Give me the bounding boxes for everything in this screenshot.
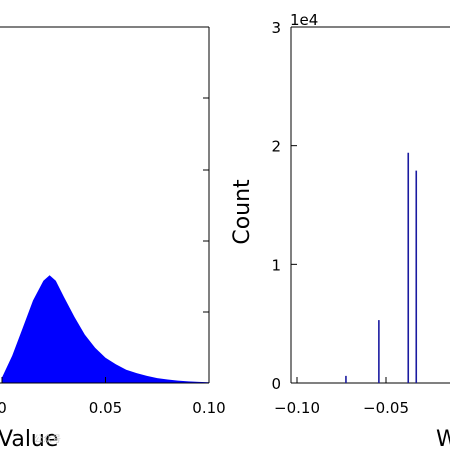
right-y-axis-label: Count bbox=[230, 179, 255, 245]
right-y-tick-label: 2 bbox=[271, 138, 281, 156]
right-histogram-panel: 0 1 2 3 −0.10 −0.05 1e4 Count W bbox=[230, 11, 450, 452]
left-x-tick-label: 0.10 bbox=[192, 399, 225, 417]
right-x-tick-label: −0.10 bbox=[274, 399, 320, 417]
left-x-axis-ticks: 0 0.05 0.10 bbox=[0, 377, 226, 417]
watermark: 公众号 bbox=[34, 434, 61, 445]
left-x-tick-label: 0 bbox=[0, 399, 7, 417]
right-x-tick-label: −0.05 bbox=[363, 399, 409, 417]
left-x-axis-label: Value bbox=[0, 427, 58, 452]
value-distribution-area bbox=[2, 275, 209, 383]
left-histogram-panel: 0 0.05 0.10 Value 公众号 bbox=[0, 26, 226, 452]
right-x-axis-label: W bbox=[436, 427, 450, 452]
left-x-tick-label: 0.05 bbox=[89, 399, 122, 417]
offset-label: 1e4 bbox=[290, 11, 318, 29]
right-x-axis-ticks: −0.10 −0.05 bbox=[274, 377, 409, 417]
right-y-tick-label: 1 bbox=[271, 256, 281, 274]
right-bars bbox=[345, 152, 418, 383]
right-y-axis-ticks: 0 1 2 3 bbox=[271, 19, 297, 393]
right-y-tick-label: 3 bbox=[271, 19, 281, 37]
right-y-tick-label: 0 bbox=[271, 375, 281, 393]
left-right-axis-ticks bbox=[203, 26, 209, 384]
